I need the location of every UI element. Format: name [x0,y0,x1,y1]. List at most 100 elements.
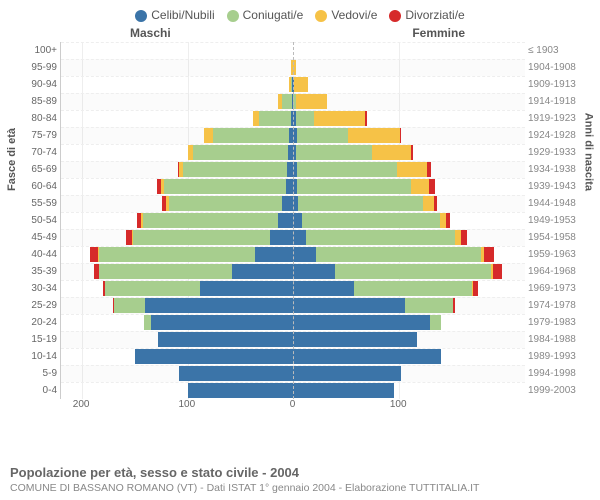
female-half [293,93,525,110]
bar-segment [302,213,439,228]
bar-segment [99,264,232,279]
bar-segment [306,230,456,245]
bar-segment [429,179,435,194]
year-label: 1909-1913 [528,76,598,93]
male-half [61,246,293,263]
bar-segment [161,179,164,194]
bar-segment [90,247,98,262]
chart-subtitle: COMUNE DI BASSANO ROMANO (VT) - Dati IST… [10,482,590,494]
year-label: 1904-1908 [528,59,598,76]
bar-segment [133,230,270,245]
bar-segment [473,281,477,296]
year-label: 1989-1993 [528,348,598,365]
year-label: 1954-1958 [528,229,598,246]
bar-segment [297,162,397,177]
male-half [61,297,293,314]
legend-swatch [135,10,147,22]
year-label: 1929-1933 [528,144,598,161]
legend-swatch [315,10,327,22]
bar-segment [293,366,401,381]
female-half [293,314,525,331]
bar-segment [132,230,133,245]
male-half [61,42,293,59]
bar-segment [135,349,293,364]
x-tick: 100 [178,399,195,410]
bar-segment [103,281,105,296]
bar-segment [335,264,491,279]
male-half [61,76,293,93]
age-label: 15-19 [2,331,57,348]
year-label: 1914-1918 [528,93,598,110]
legend-label: Divorziati/e [405,8,464,22]
male-half [61,127,293,144]
female-half [293,195,525,212]
bar-segment [298,196,422,211]
bar-segment [293,247,316,262]
age-label: 45-49 [2,229,57,246]
male-half [61,144,293,161]
bar-segment [188,145,193,160]
year-label: 1949-1953 [528,212,598,229]
bar-segment [411,145,413,160]
bar-segment [293,281,354,296]
legend-label: Celibi/Nubili [151,8,214,22]
bar-segment [141,213,143,228]
female-half [293,42,525,59]
female-half [293,365,525,382]
year-label: 1974-1978 [528,297,598,314]
bar-segment [296,94,327,109]
age-label: 100+ [2,42,57,59]
bar-segment [491,264,493,279]
legend: Celibi/Nubili Coniugati/e Vedovi/e Divorzia… [0,0,600,26]
bar-segment [179,366,293,381]
bar-segment [164,179,285,194]
bar-segment [365,111,367,126]
age-label: 5-9 [2,365,57,382]
x-tick: 200 [73,399,90,410]
legend-item: Celibi/Nubili [135,8,214,22]
bar-segment [126,230,131,245]
age-label: 65-69 [2,161,57,178]
age-label: 80-84 [2,110,57,127]
bar-segment [293,315,430,330]
age-label: 85-89 [2,93,57,110]
bar-segment [296,145,372,160]
male-half [61,229,293,246]
bar-segment [166,196,168,211]
gender-labels: Maschi Femmine [0,26,600,42]
bar-segment [232,264,293,279]
year-label: 1964-1968 [528,263,598,280]
bar-segment [188,383,293,398]
bar-segment [98,247,99,262]
bar-segment [481,247,484,262]
bar-segment [137,213,141,228]
bar-segment [255,247,293,262]
bar-segment [113,298,114,313]
male-half [61,348,293,365]
male-half [61,314,293,331]
x-axis: 2001000100 [60,399,525,419]
bar-segment [183,162,286,177]
bar-segment [472,281,473,296]
bar-segment [158,332,293,347]
male-half [61,382,293,399]
bar-segment [427,162,431,177]
legend-swatch [389,10,401,22]
bar-segment [354,281,472,296]
female-half [293,212,525,229]
age-label: 75-79 [2,127,57,144]
bar-segment [430,315,441,330]
age-label: 0-4 [2,382,57,399]
legend-item: Coniugati/e [227,8,304,22]
age-label: 40-44 [2,246,57,263]
bar-segment [440,213,446,228]
female-half [293,161,525,178]
bar-segment [293,230,306,245]
bar-segment [484,247,495,262]
bar-segment [253,111,259,126]
bar-segment [461,230,467,245]
bar-segment [316,247,481,262]
year-label: 1944-1948 [528,195,598,212]
male-half [61,93,293,110]
legend-item: Vedovi/e [315,8,377,22]
